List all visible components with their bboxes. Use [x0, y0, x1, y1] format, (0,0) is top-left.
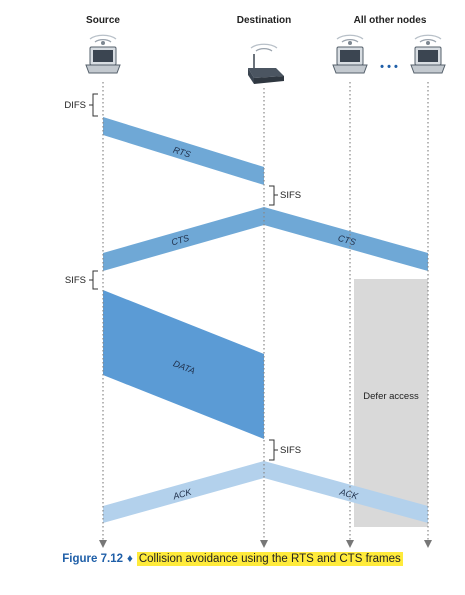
sifs-label-2: SIFS	[65, 275, 86, 286]
ack-frame-to-others	[264, 461, 428, 523]
cts-frame-to-others	[264, 207, 428, 271]
figure-caption: Figure 7.12 ♦ Collision avoidance using th…	[0, 552, 465, 566]
rts-frame	[103, 117, 264, 185]
source-laptop-icon	[85, 34, 121, 74]
destination-timeline	[260, 88, 268, 548]
destination-header: Destination	[237, 15, 291, 26]
other-node-timeline-2	[424, 82, 432, 548]
other-node-timeline-1	[346, 82, 354, 548]
cts-frame-to-source	[103, 207, 264, 271]
defer-access-box	[354, 279, 428, 527]
defer-access-label: Defer access	[363, 391, 419, 402]
other-nodes-header: All other nodes	[354, 15, 427, 26]
sifs-label-3: SIFS	[280, 445, 301, 456]
other-node-laptop-icon-1	[332, 34, 368, 74]
difs-label: DIFS	[64, 100, 86, 111]
sifs-bracket-3	[269, 439, 278, 461]
sifs-label-1: SIFS	[280, 190, 301, 201]
cts-label-source: CTS	[170, 233, 190, 248]
router-icon	[248, 43, 284, 84]
data-frame	[103, 290, 264, 439]
figure-number: Figure 7.12	[62, 553, 123, 565]
other-node-laptop-icon-2	[410, 34, 446, 74]
ellipsis-dots: • • •	[380, 61, 398, 73]
sifs-bracket-1	[269, 185, 278, 206]
cts-label-others: CTS	[337, 233, 357, 247]
sifs-bracket-2	[89, 270, 98, 290]
source-header: Source	[86, 15, 120, 26]
caption-text: Collision avoidance using the RTS and CT…	[136, 552, 403, 566]
ack-frame-to-source	[103, 461, 264, 523]
source-timeline	[99, 82, 107, 548]
difs-bracket	[89, 93, 98, 117]
caption-separator: ♦	[126, 553, 133, 565]
